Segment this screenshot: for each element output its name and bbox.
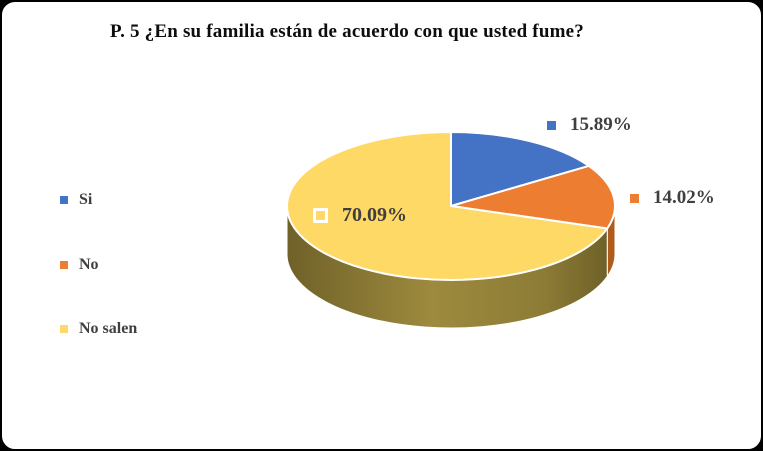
- data-label-key-si-icon: [547, 120, 556, 130]
- legend-key-no-icon: [60, 261, 68, 269]
- data-label-no: 14.02%: [630, 187, 715, 209]
- data-label-key-no-salen-icon: [313, 208, 328, 223]
- data-label-si: 15.89%: [547, 114, 632, 136]
- data-label-no-salen: 70.09%: [313, 204, 407, 227]
- legend-key-si-icon: [60, 196, 68, 204]
- legend-item-no: No: [60, 256, 99, 274]
- legend-item-si: Si: [60, 191, 92, 209]
- legend-item-no-salen: No salen: [60, 320, 137, 338]
- data-label-value-no: 14.02%: [653, 187, 715, 208]
- data-label-value-no-salen: 70.09%: [342, 204, 407, 226]
- legend-label-no-salen: No salen: [79, 320, 138, 337]
- legend-label-no: No: [79, 256, 99, 273]
- chart-title: P. 5 ¿En su familia están de acuerdo con…: [110, 21, 584, 42]
- legend-label-si: Si: [79, 191, 93, 208]
- data-label-value-si: 15.89%: [570, 114, 632, 135]
- data-label-key-no-icon: [630, 193, 639, 203]
- legend-key-no-salen-icon: [60, 325, 68, 333]
